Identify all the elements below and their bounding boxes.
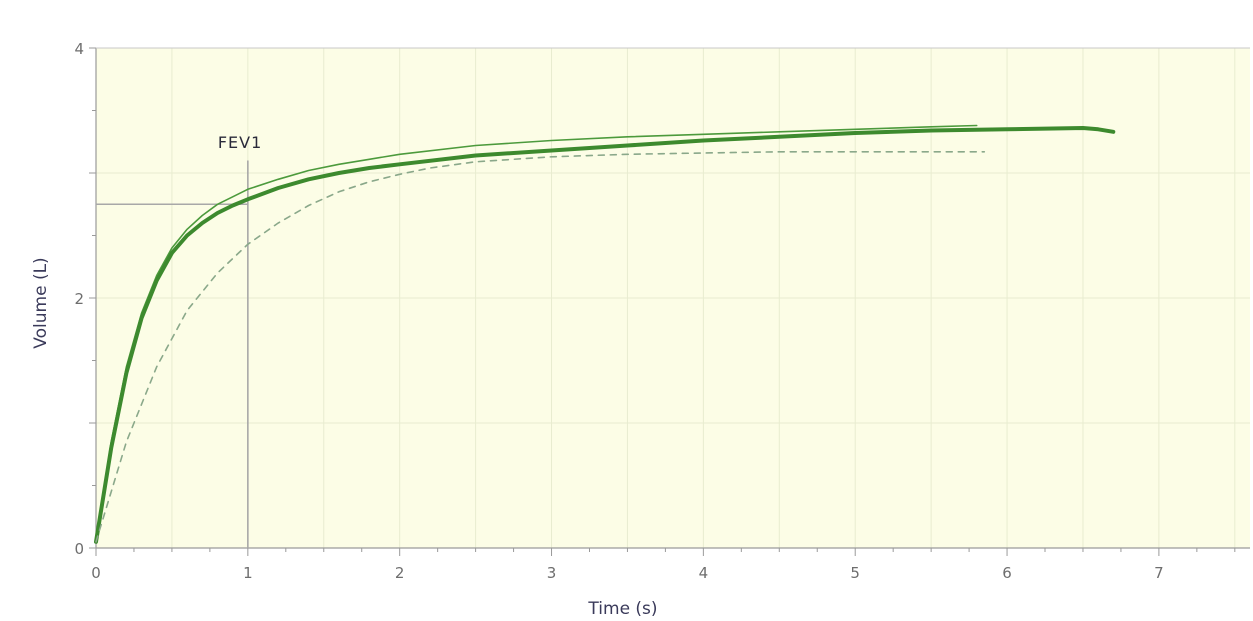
x-tick-label: 4	[699, 564, 709, 582]
fev1-annotation	[96, 160, 249, 548]
x-tick-label: 6	[1002, 564, 1012, 582]
x-axis-label: Time (s)	[587, 599, 657, 619]
y-tick-label: 2	[74, 290, 84, 308]
fev1-label: FEV1	[218, 133, 262, 152]
x-tick-label: 0	[91, 564, 101, 582]
x-tick-label: 3	[547, 564, 557, 582]
series-group	[94, 124, 1116, 544]
x-tick-label: 2	[395, 564, 405, 582]
x-tick-label: 7	[1154, 564, 1164, 582]
x-tick-label: 1	[243, 564, 253, 582]
y-axis-label: Volume (L)	[31, 257, 51, 348]
y-tick-label: 0	[74, 540, 84, 558]
y-tick-label: 4	[74, 40, 84, 58]
axes	[89, 47, 1250, 556]
tick-labels: 0 1 2 3 4 5 6 7 0 2 4	[74, 40, 1163, 582]
x-tick-label: 5	[850, 564, 860, 582]
series-line-thick-solid	[94, 126, 1116, 544]
series-line-dashed	[95, 151, 986, 543]
